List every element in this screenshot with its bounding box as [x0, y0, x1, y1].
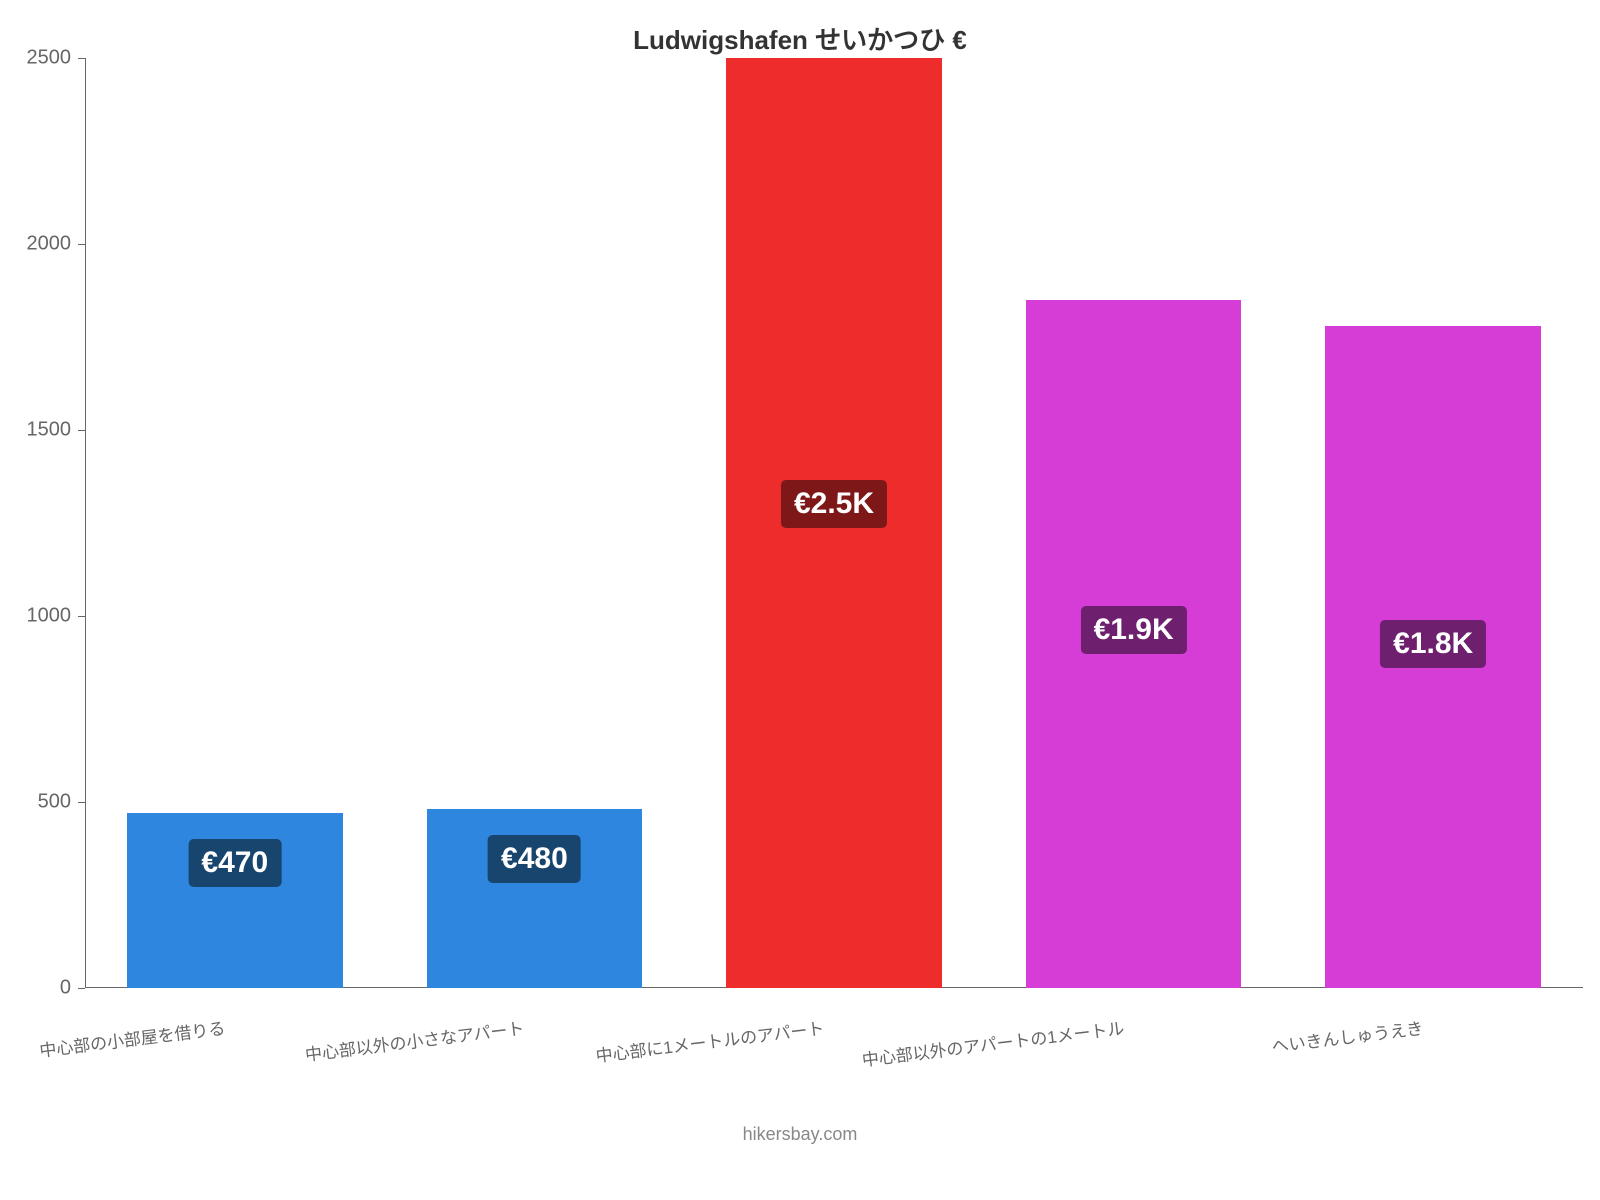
- x-tick-label: 中心部以外のアパートの1メートル: [860, 1014, 1125, 1071]
- bar-value-label: €2.5K: [781, 480, 887, 528]
- y-tick-label: 1500: [11, 419, 71, 442]
- y-tick-mark: [78, 988, 85, 989]
- y-axis-line: [85, 58, 86, 988]
- bar-value-label: €1.9K: [1081, 606, 1187, 654]
- y-tick-label: 1000: [11, 605, 71, 628]
- bar-value-label: €1.8K: [1380, 620, 1486, 668]
- y-tick-label: 500: [11, 791, 71, 814]
- y-tick-mark: [78, 430, 85, 431]
- x-tick-label: へいきんしゅうえき: [1270, 1014, 1424, 1057]
- y-tick-mark: [78, 616, 85, 617]
- x-tick-label: 中心部以外の小さなアパート: [304, 1014, 526, 1066]
- y-tick-mark: [78, 58, 85, 59]
- y-tick-mark: [78, 244, 85, 245]
- x-tick-label: 中心部に1メートルのアパート: [594, 1014, 825, 1067]
- footer-credit: hikersbay.com: [0, 1124, 1600, 1145]
- chart-title: Ludwigshafen せいかつひ €: [0, 20, 1600, 57]
- bar-value-label: €470: [188, 839, 281, 887]
- y-tick-label: 0: [11, 977, 71, 1000]
- x-tick-label: 中心部の小部屋を借りる: [38, 1014, 227, 1062]
- chart-container: Ludwigshafen せいかつひ € 0 500 1000 1500 2000 250…: [0, 0, 1600, 1200]
- y-tick-label: 2500: [11, 47, 71, 70]
- y-tick-label: 2000: [11, 233, 71, 256]
- y-tick-mark: [78, 802, 85, 803]
- bar-value-label: €480: [488, 835, 581, 883]
- plot-area: 05001000150020002500 €470€480€2.5K€1.9K€…: [85, 58, 1583, 988]
